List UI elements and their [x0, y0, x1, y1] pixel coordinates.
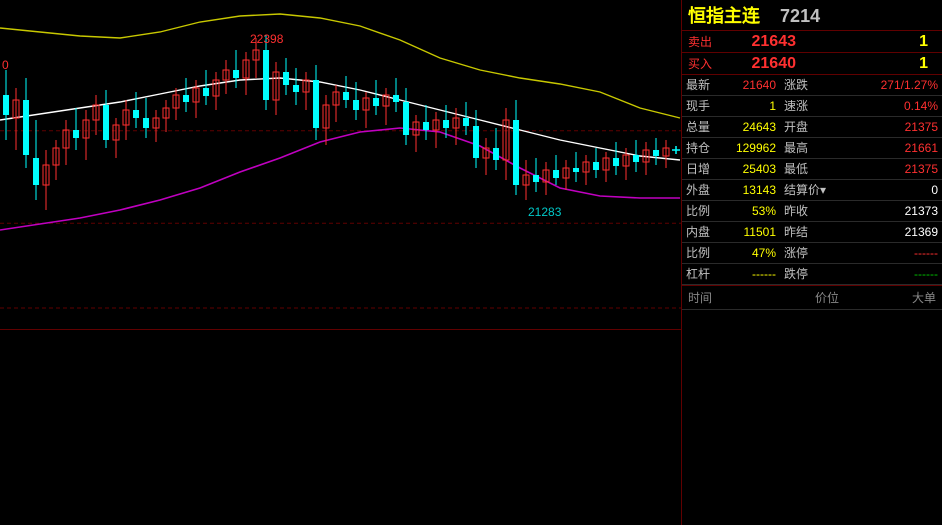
grid-value: 271/1.27% — [832, 75, 942, 96]
grid-label: 开盘 — [780, 117, 832, 138]
grid-value: 24643 — [722, 117, 780, 138]
grid-value: 21373 — [832, 201, 942, 222]
chart-annotation: 21283 — [528, 205, 561, 219]
sell-price: 21643 — [726, 33, 796, 51]
grid-label: 昨收 — [780, 201, 832, 222]
grid-value: 1 — [722, 96, 780, 117]
grid-value: 21640 — [722, 75, 780, 96]
grid-label: 比例 — [682, 201, 722, 222]
grid-value: 0 — [832, 180, 942, 201]
grid-label: 跌停 — [780, 264, 832, 285]
chart-annotation: 0 — [2, 58, 9, 72]
instrument-title: 恒指主连 7214 — [682, 0, 942, 31]
quote-side-panel: 恒指主连 7214 卖出 21643 1 买入 21640 1 最新21640涨… — [682, 0, 942, 525]
buy-price: 21640 — [726, 55, 796, 73]
grid-value: 13143 — [722, 180, 780, 201]
grid-label: 杠杆 — [682, 264, 722, 285]
grid-value: 11501 — [722, 222, 780, 243]
sell-qty: 1 — [796, 33, 936, 51]
sell-row: 卖出 21643 1 — [682, 31, 942, 53]
grid-label: 内盘 — [682, 222, 722, 243]
grid-label: 持仓 — [682, 138, 722, 159]
grid-label: 日增 — [682, 159, 722, 180]
grid-label: 速涨 — [780, 96, 832, 117]
grid-value: 21369 — [832, 222, 942, 243]
grid-value: ------ — [832, 243, 942, 264]
grid-value: 53% — [722, 201, 780, 222]
grid-label: 结算价▾ — [780, 180, 832, 201]
grid-value: 25403 — [722, 159, 780, 180]
grid-label: 最低 — [780, 159, 832, 180]
grid-label: 昨结 — [780, 222, 832, 243]
grid-label: 最新 — [682, 75, 722, 96]
grid-value: 21661 — [832, 138, 942, 159]
grid-label: 总量 — [682, 117, 722, 138]
grid-label: 涨停 — [780, 243, 832, 264]
tick-table-header: 时间 价位 大单 — [682, 286, 942, 310]
grid-label: 最高 — [780, 138, 832, 159]
tick-header-big: 大单 — [886, 289, 936, 306]
grid-label: 现手 — [682, 96, 722, 117]
buy-qty: 1 — [796, 55, 936, 73]
instrument-code: 7214 — [780, 6, 820, 26]
grid-label: 外盘 — [682, 180, 722, 201]
grid-label: 比例 — [682, 243, 722, 264]
grid-value: ------ — [832, 264, 942, 285]
quote-data-grid: 最新21640涨跌271/1.27%现手1速涨0.14%总量24643开盘213… — [682, 75, 942, 286]
grid-value: 129962 — [722, 138, 780, 159]
grid-value: 21375 — [832, 117, 942, 138]
grid-label: 涨跌 — [780, 75, 832, 96]
buy-label: 买入 — [688, 55, 726, 72]
chart-sub-panel[interactable] — [0, 330, 682, 525]
grid-value: 47% — [722, 243, 780, 264]
grid-value: 21375 — [832, 159, 942, 180]
buy-row: 买入 21640 1 — [682, 53, 942, 75]
chart-area[interactable]: 0 22398 21283 — [0, 0, 682, 525]
tick-header-price: 价位 — [768, 289, 886, 306]
instrument-name: 恒指主连 — [688, 6, 760, 26]
sell-label: 卖出 — [688, 33, 726, 50]
chart-main[interactable]: 0 22398 21283 — [0, 0, 682, 330]
tick-header-time: 时间 — [688, 289, 768, 306]
grid-value: 0.14% — [832, 96, 942, 117]
grid-value: ------ — [722, 264, 780, 285]
chart-annotation: 22398 — [250, 32, 283, 46]
